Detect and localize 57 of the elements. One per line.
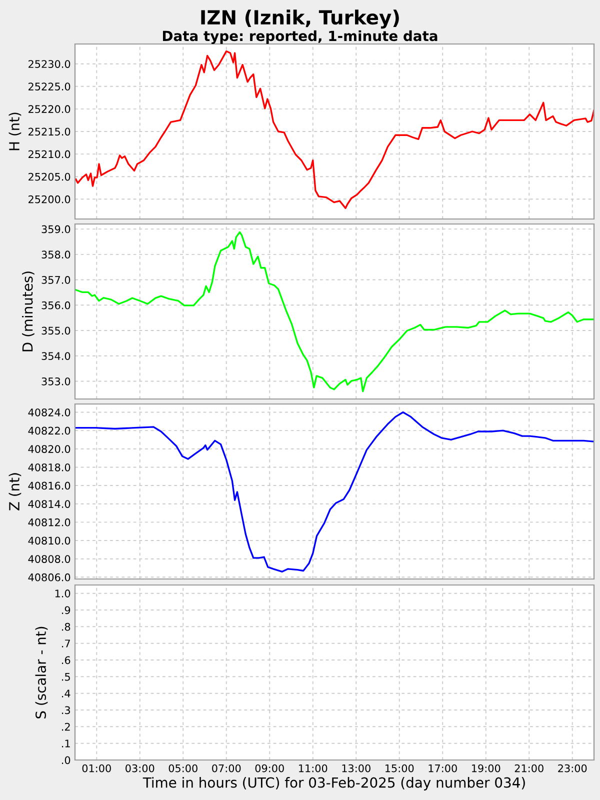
y-tick-label: .4: [62, 690, 70, 698]
y-tick-label: .6: [62, 656, 70, 664]
y-tick-label: 357.0: [42, 276, 70, 284]
x-tick-label: 01:00: [82, 764, 111, 772]
y-tick-label: .2: [62, 722, 70, 731]
x-tick-label: 17:00: [428, 764, 457, 772]
x-tick-label: 21:00: [514, 764, 544, 772]
y-tick-label: 40824.0: [28, 408, 70, 416]
x-tick-label: 05:00: [168, 764, 198, 772]
y-tick-label: .5: [62, 673, 70, 681]
y-axis-title: Z (nt): [8, 473, 22, 510]
line-series: [75, 50, 594, 210]
y-tick-label: 353.0: [42, 377, 70, 386]
x-tick-label: 23:00: [558, 764, 587, 772]
chart-subtitle: Data type: reported, 1-minute data: [162, 30, 438, 44]
x-tick-label: 11:00: [299, 764, 328, 772]
y-tick-label: 40816.0: [28, 482, 70, 490]
y-tick-label: 359.0: [42, 225, 70, 234]
y-axis-title: D (minutes): [22, 272, 34, 352]
y-tick-label: 40806.0: [28, 573, 70, 582]
y-tick-label: 358.0: [42, 250, 70, 259]
y-tick-label: 25225.0: [28, 82, 70, 91]
chart-title: IZN (Iznik, Turkey): [201, 10, 399, 29]
y-tick-label: 25200.0: [28, 195, 70, 204]
y-tick-label: 40818.0: [28, 463, 70, 472]
line-series: [75, 231, 594, 392]
y-axis-title: H (nt): [8, 112, 22, 150]
y-tick-label: 25215.0: [28, 128, 70, 136]
y-tick-label: 40808.0: [28, 555, 70, 563]
y-tick-label: 1.0: [55, 590, 70, 598]
y-tick-label: 40810.0: [28, 536, 70, 545]
y-tick-label: .1: [62, 740, 70, 748]
y-axis-title: S (scalar - nt): [35, 626, 48, 718]
y-tick-label: 40822.0: [28, 426, 70, 435]
y-tick-label: 40820.0: [28, 445, 70, 453]
y-tick-label: 354.0: [42, 352, 70, 360]
y-tick-label: 25230.0: [28, 60, 70, 68]
y-tick-label: 40812.0: [28, 518, 70, 526]
x-tick-label: 19:00: [472, 764, 500, 772]
line-series: [75, 411, 594, 573]
x-tick-label: 07:00: [212, 764, 241, 772]
y-tick-label: .3: [62, 706, 70, 714]
y-tick-label: 40814.0: [28, 500, 70, 508]
x-tick-label: 09:00: [255, 764, 284, 772]
y-tick-label: 356.0: [42, 301, 70, 310]
y-tick-label: 355.0: [42, 326, 70, 335]
y-tick-label: .8: [62, 622, 70, 631]
y-tick-label: .0: [62, 756, 70, 764]
y-tick-label: .9: [62, 606, 70, 614]
y-tick-label: 25220.0: [28, 105, 70, 114]
x-axis-title: Time in hours (UTC) for 03-Feb-2025 (day number 034): [142, 777, 525, 790]
y-tick-label: 25210.0: [28, 150, 70, 158]
y-tick-label: 25205.0: [28, 172, 70, 181]
y-tick-label: .7: [62, 640, 70, 648]
x-tick-label: 13:00: [342, 764, 370, 772]
x-tick-label: 15:00: [386, 764, 414, 772]
x-tick-label: 03:00: [126, 764, 154, 772]
